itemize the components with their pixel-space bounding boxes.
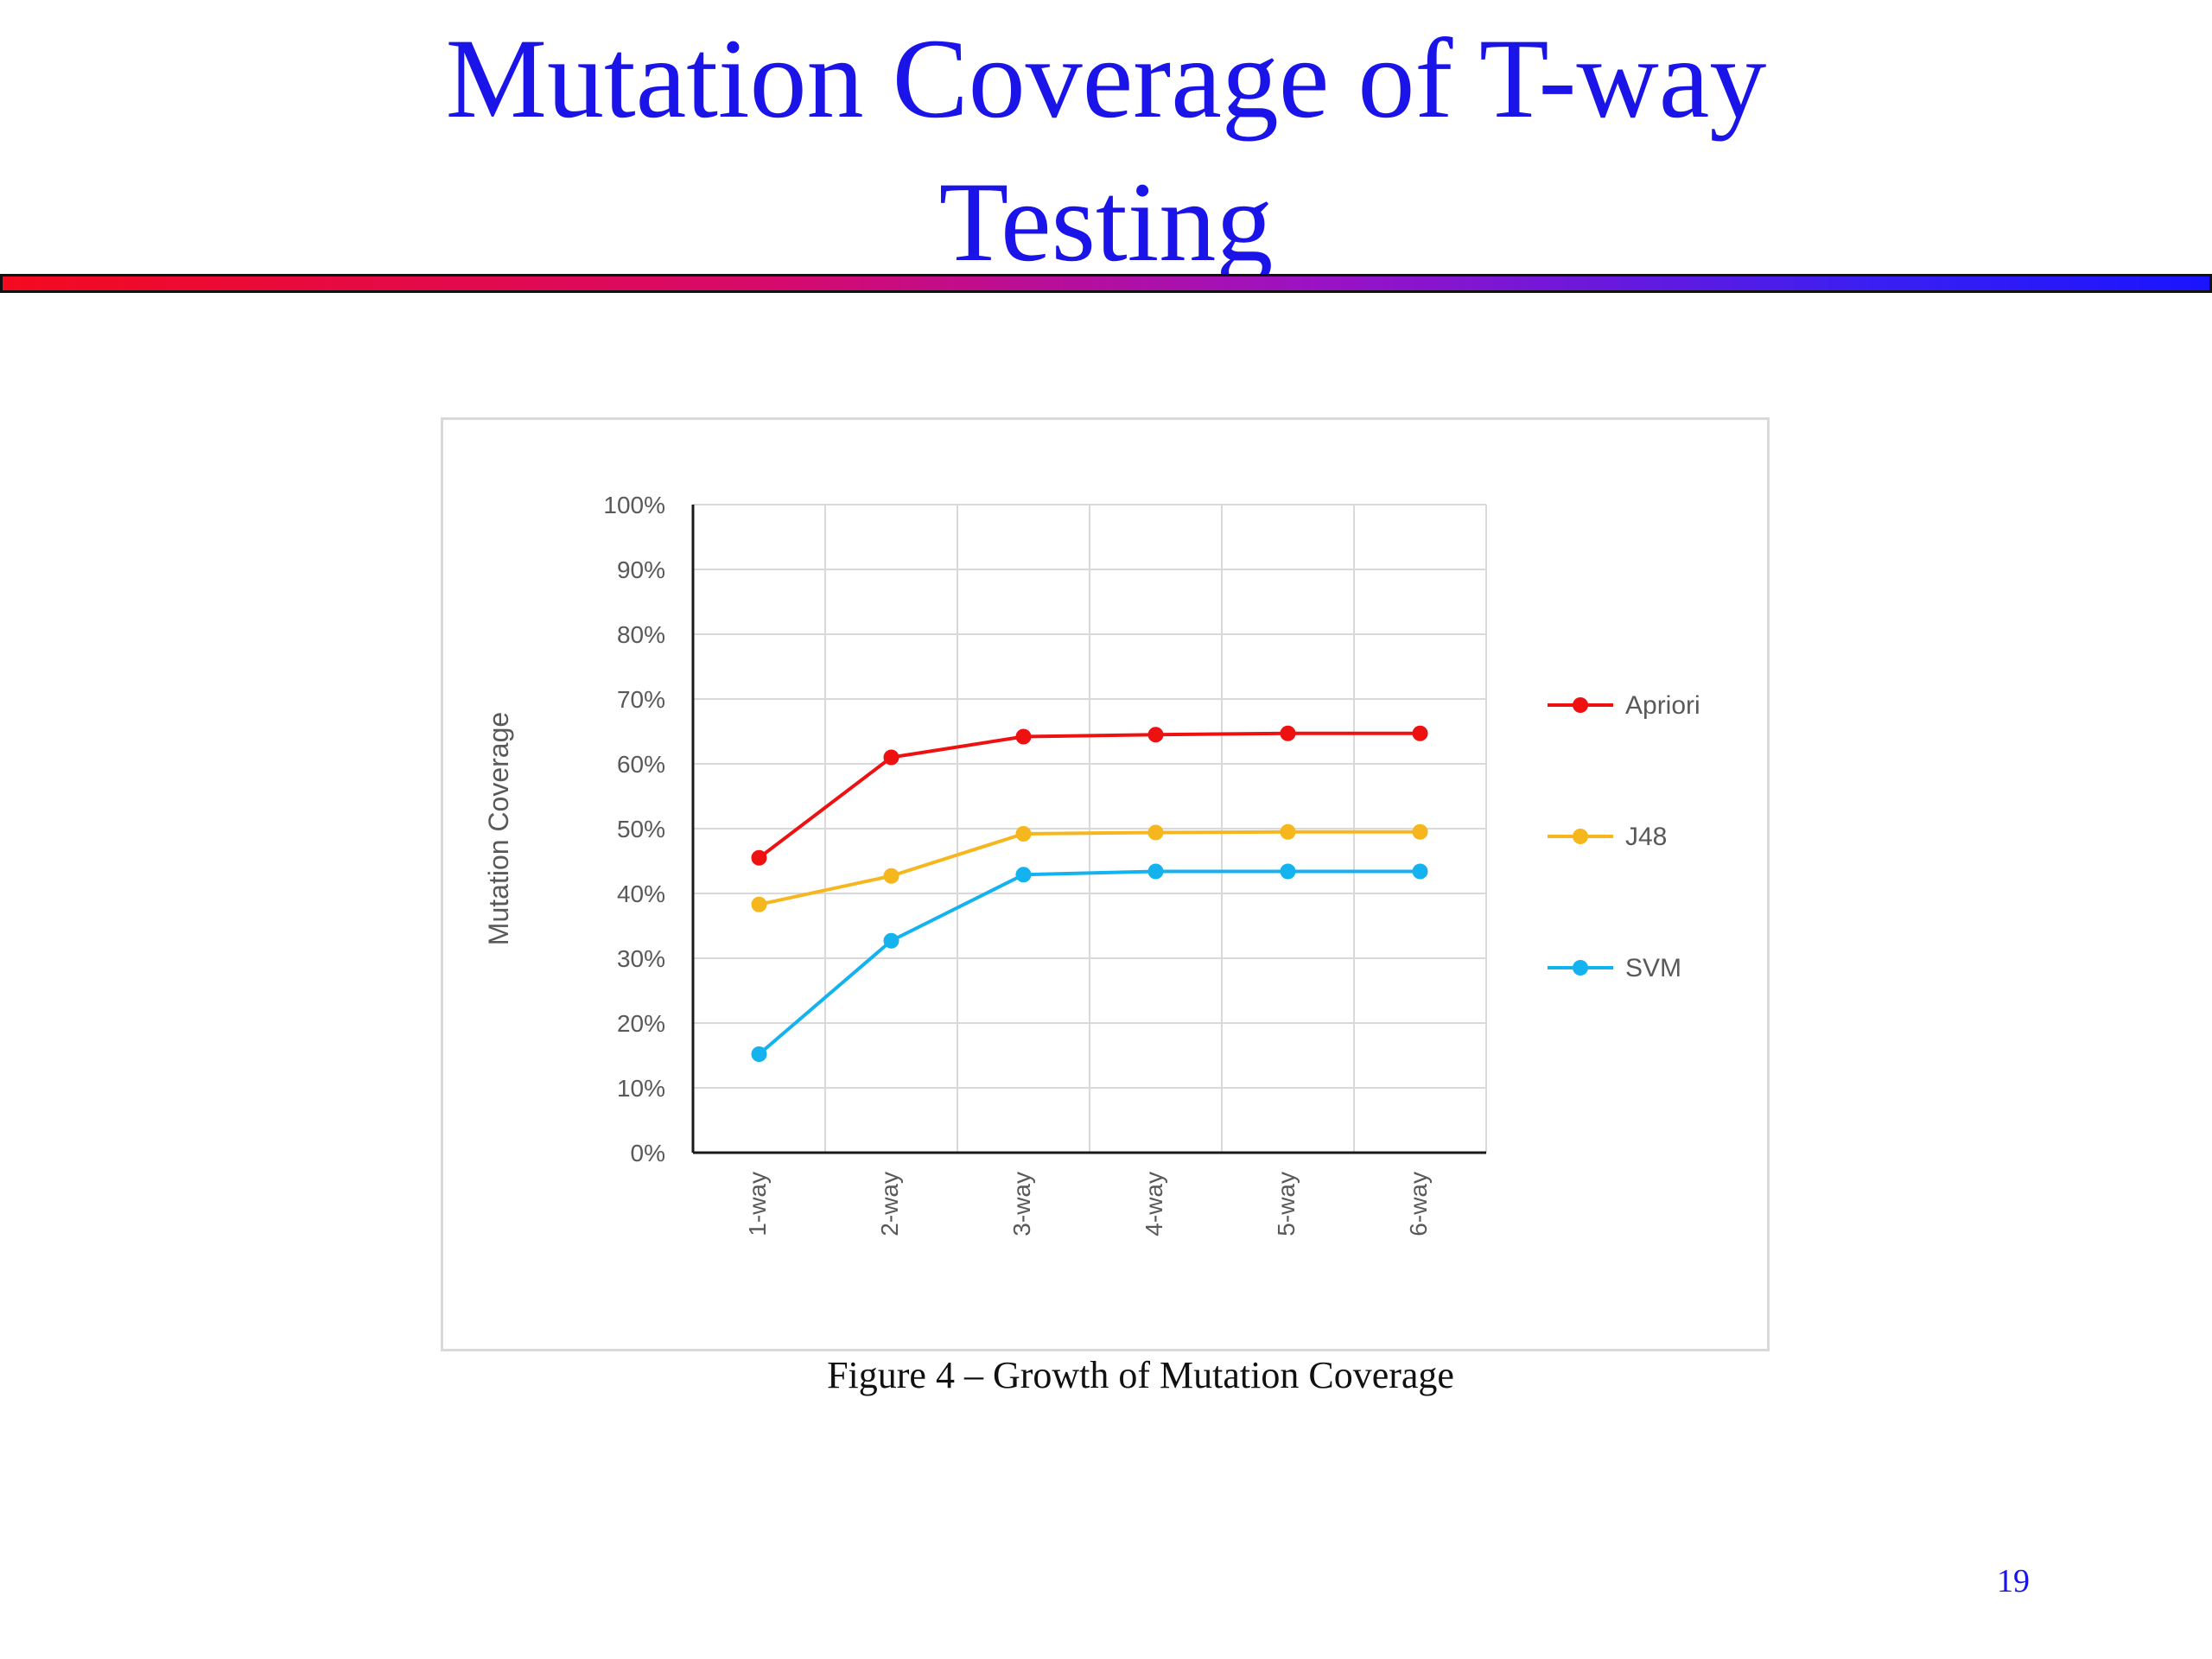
y-tick-label: 20% (617, 1010, 665, 1037)
data-point-svm (751, 1046, 767, 1062)
x-tick-label: 4-way (1141, 1172, 1167, 1236)
data-point-svm (1147, 863, 1164, 880)
data-point-j48 (883, 868, 899, 884)
data-point-apriori (1280, 725, 1296, 741)
legend-swatch-marker (1573, 829, 1588, 844)
series-line-j48 (759, 830, 1421, 906)
title-divider (0, 274, 2212, 293)
y-axis-title: Mutation Coverage (483, 712, 514, 945)
y-tick-label: 40% (617, 880, 665, 907)
legend-swatch-marker (1573, 697, 1588, 713)
y-tick-label: 80% (617, 621, 665, 648)
slide-title-line-2: Testing (938, 158, 1274, 285)
data-point-j48 (1280, 823, 1296, 840)
legend-label: J48 (1625, 823, 1667, 851)
data-point-apriori (751, 849, 767, 866)
chart-frame: 0% 10% 20% 30% 40% 50% 60% 70% 80% 90% 100% 1-way 2-… (441, 417, 1770, 1351)
data-point-svm (883, 932, 899, 949)
data-point-apriori (1147, 727, 1164, 743)
slide-title: Mutation Coverage of T-way Testing (0, 7, 2212, 285)
x-tick-label: 5-way (1273, 1172, 1300, 1236)
data-point-svm (1015, 867, 1032, 883)
y-tick-label: 30% (617, 945, 665, 972)
data-point-apriori (1015, 728, 1032, 745)
x-tick-label: 3-way (1008, 1172, 1035, 1236)
x-tick-label: 6-way (1405, 1172, 1432, 1236)
data-point-apriori (883, 749, 899, 766)
x-tick-label: 1-way (744, 1172, 771, 1236)
data-point-j48 (751, 896, 767, 912)
data-point-svm (1280, 863, 1296, 880)
y-tick-label: 90% (617, 556, 665, 583)
y-tick-label: 0% (631, 1140, 665, 1166)
legend-label: SVM (1625, 954, 1681, 982)
y-tick-label: 60% (617, 751, 665, 778)
series-line-apriori (758, 731, 1421, 860)
data-point-svm (1412, 863, 1428, 880)
slide-title-line-1: Mutation Coverage of T-way (445, 15, 1767, 142)
y-tick-label: 50% (617, 816, 665, 842)
series-line-svm (758, 869, 1421, 1056)
y-tick-label: 10% (617, 1075, 665, 1102)
mutation-coverage-chart: 0% 10% 20% 30% 40% 50% 60% 70% 80% 90% 100% 1-way 2-… (483, 492, 1700, 1236)
y-tick-label: 100% (603, 492, 665, 518)
data-point-j48 (1147, 824, 1164, 841)
page-number: 19 (1997, 1563, 2030, 1599)
legend-label: Apriori (1625, 691, 1700, 720)
figure-caption: Figure 4 – Growth of Mutation Coverage (827, 1354, 1454, 1396)
x-tick-label: 2-way (876, 1172, 903, 1236)
data-point-apriori (1412, 725, 1428, 741)
y-tick-label: 70% (617, 686, 665, 713)
data-point-j48 (1015, 826, 1032, 842)
legend-swatch-marker (1573, 960, 1588, 976)
data-point-j48 (1412, 823, 1428, 840)
